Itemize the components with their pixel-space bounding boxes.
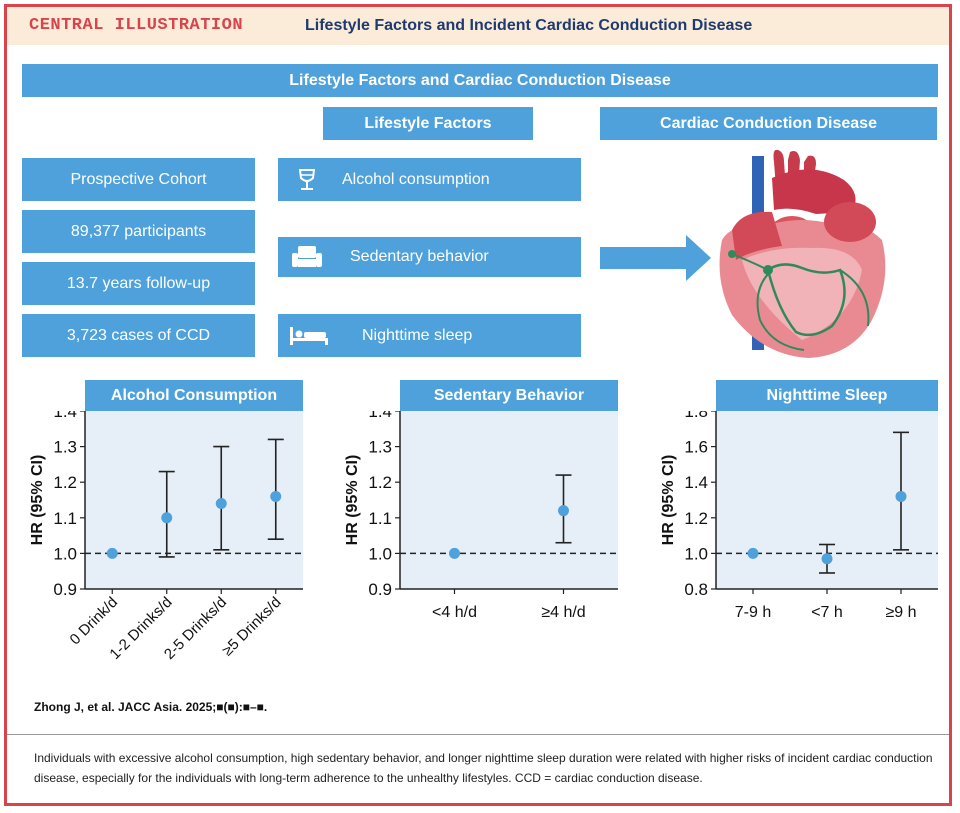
data-point [215, 498, 227, 510]
x-tick-label: <7 h [811, 604, 843, 621]
armchair-icon [292, 246, 322, 267]
y-tick-label: 1.4 [684, 473, 708, 492]
y-tick-label: 1.4 [368, 411, 392, 421]
cohort-participants: 89,377 participants [22, 210, 255, 253]
y-tick-label: 1.2 [53, 473, 77, 492]
y-tick-label: 1.0 [684, 544, 708, 563]
y-tick-label: 0.8 [684, 580, 708, 599]
heart-illustration [719, 150, 886, 358]
x-tick-label: ≥9 h [885, 604, 916, 621]
lifestyle-factors-heading: Lifestyle Factors [323, 107, 533, 140]
data-point [821, 553, 833, 565]
header-tag: CENTRAL ILLUSTRATION [29, 16, 244, 35]
factor-alcohol-label: Alcohol consumption [342, 170, 490, 188]
banner: Lifestyle Factors and Cardiac Conduction… [22, 64, 938, 97]
y-tick-label: 1.4 [53, 411, 77, 421]
factor-sleep: Nighttime sleep [278, 314, 581, 357]
y-tick-label: 1.1 [53, 509, 77, 528]
alcohol-chart: 0.91.01.11.21.31.4HR (95% CI)0 Drink/d1-… [29, 411, 303, 663]
x-tick-label: ≥4 h/d [541, 604, 585, 621]
y-tick-label: 0.9 [53, 580, 77, 599]
factor-sedentary: Sedentary behavior [278, 237, 581, 277]
data-point [895, 490, 907, 502]
panel-title-alcohol: Alcohol Consumption [85, 380, 303, 411]
cohort-followup: 13.7 years follow-up [22, 262, 255, 305]
figure-frame [4, 4, 952, 806]
figure-caption: Individuals with excessive alcohol consu… [34, 751, 933, 785]
x-tick-label: 0 Drink/d [67, 594, 121, 648]
plot-area [85, 411, 303, 589]
cohort-design: Prospective Cohort [22, 158, 255, 201]
bed-icon [290, 327, 328, 345]
data-point [449, 547, 460, 559]
y-tick-label: 1.3 [368, 438, 392, 457]
y-tick-label: 1.8 [684, 411, 708, 421]
divider [7, 734, 949, 735]
x-tick-label: <4 h/d [432, 604, 477, 621]
cohort-cases: 3,723 cases of CCD [22, 314, 255, 357]
panel-title-sedentary: Sedentary Behavior [400, 380, 618, 411]
figure-header: CENTRAL ILLUSTRATION Lifestyle Factors a… [7, 7, 949, 45]
citation: Zhong J, et al. JACC Asia. 2025;■(■):■–■… [34, 700, 268, 714]
sleep-chart: 0.8 1.0 1.2 1.4 1.6 1.8 HR (95% CI) 7-9 h <7 h ≥9… [660, 411, 938, 621]
header-title: Lifestyle Factors and Incident Cardiac C… [305, 17, 753, 34]
y-axis-label: HR (95% CI) [660, 455, 677, 546]
sedentary-chart: 0.9 1.0 1.1 1.2 1.3 1.4 HR (95% CI) <4 h/d ≥4 h/… [344, 411, 618, 621]
y-tick-label: 1.1 [368, 509, 392, 528]
data-point [747, 547, 759, 559]
arrow-right-icon [600, 235, 711, 281]
y-tick-label: 1.3 [53, 438, 77, 457]
y-tick-label: 1.0 [368, 544, 392, 563]
x-tick-label: ≥5 Drinks/d [219, 594, 285, 660]
x-tick-label: 7-9 h [735, 604, 771, 621]
panel-title-sleep: Nighttime Sleep [716, 380, 938, 411]
y-tick-label: 0.9 [368, 580, 392, 599]
data-point [106, 547, 118, 559]
y-tick-label: 1.2 [368, 473, 392, 492]
factor-alcohol: Alcohol consumption [278, 158, 581, 201]
plot-area [400, 411, 618, 589]
data-point [558, 505, 569, 517]
y-tick-label: 1.0 [53, 544, 77, 563]
y-axis-label: HR (95% CI) [29, 455, 46, 546]
data-point [270, 490, 282, 502]
y-tick-label: 1.2 [684, 509, 708, 528]
data-point [161, 512, 173, 524]
factor-sedentary-label: Sedentary behavior [350, 248, 489, 265]
ccd-heading: Cardiac Conduction Disease [600, 107, 937, 140]
wine-glass-icon [298, 169, 316, 190]
y-axis-label: HR (95% CI) [344, 455, 361, 546]
factor-sleep-label: Nighttime sleep [362, 326, 473, 344]
y-tick-label: 1.6 [684, 438, 708, 457]
